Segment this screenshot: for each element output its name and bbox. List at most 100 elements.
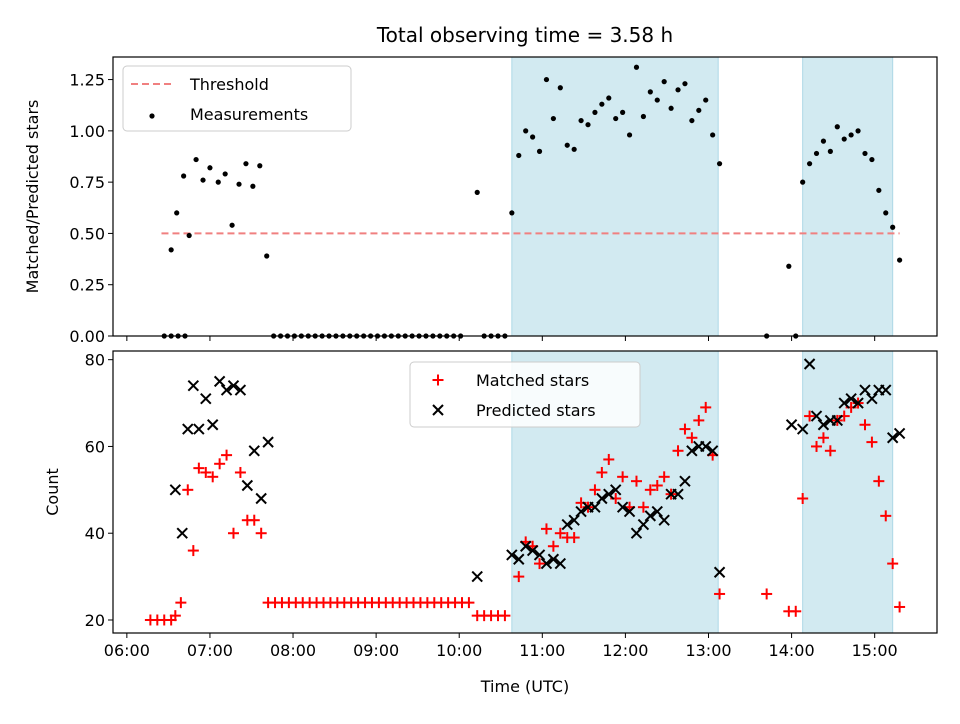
- data-point-0-56: [534, 558, 546, 570]
- data-point-0-97: [876, 187, 882, 193]
- data-point-1-49-b: [803, 358, 816, 370]
- data-point-0-64: [589, 484, 601, 496]
- legend-label-predicted: Predicted stars: [476, 401, 596, 420]
- data-point-1-3: [187, 380, 200, 392]
- data-point-0-5: [174, 210, 180, 216]
- x-tick-label-3: 09:00: [353, 641, 399, 660]
- data-point-1-35: [637, 518, 650, 531]
- data-point-1-7: [213, 375, 226, 388]
- data-point-1-22: [547, 553, 560, 565]
- data-point-1-61: [886, 432, 899, 444]
- data-point-1-19: [526, 544, 539, 557]
- data-point-0-68: [620, 109, 626, 115]
- data-point-0-63: [585, 122, 591, 128]
- y-tick-label-2: 60: [85, 437, 105, 456]
- data-point-1-13-b: [255, 492, 267, 505]
- data-point-1-55-b: [845, 393, 857, 405]
- data-point-0-8: [193, 462, 205, 474]
- data-point-1-11: [241, 479, 254, 492]
- legend-box: [409, 361, 641, 428]
- data-point-1-44: [700, 440, 712, 453]
- data-point-1-23-b: [554, 557, 567, 570]
- data-point-0-65: [599, 101, 605, 107]
- data-point-1-49: [803, 358, 816, 370]
- data-point-1-35-b: [637, 518, 650, 531]
- data-point-0-67: [613, 115, 619, 122]
- data-point-0-6: [182, 484, 194, 496]
- data-point-0-78: [686, 432, 698, 444]
- y-tick-label-4: 1.00: [69, 122, 105, 141]
- data-point-0-8: [193, 156, 199, 163]
- data-point-1-25: [568, 514, 580, 526]
- data-point-1-13: [255, 492, 267, 505]
- data-point-0-53: [513, 571, 525, 583]
- data-point-0-100: [894, 601, 906, 613]
- data-point-0-53: [516, 152, 522, 159]
- data-point-0-95: [859, 419, 871, 431]
- data-point-0-60: [564, 142, 570, 148]
- data-point-0-66: [603, 453, 615, 465]
- data-point-0-61: [571, 146, 577, 152]
- data-point-0-81: [710, 132, 716, 138]
- data-point-1-38: [658, 514, 670, 526]
- data-point-1-2-b: [182, 423, 194, 435]
- data-point-0-82: [716, 161, 723, 167]
- data-point-0-62: [578, 117, 584, 124]
- data-point-0-59: [554, 527, 566, 539]
- data-point-0-73: [654, 97, 660, 103]
- data-point-0-9: [200, 466, 212, 478]
- y-tick-label-0: 0.00: [69, 327, 105, 346]
- data-point-1-51-b: [817, 419, 830, 431]
- data-point-0-89: [820, 138, 827, 144]
- data-point-0-88: [813, 150, 820, 157]
- data-point-0-59: [557, 85, 563, 91]
- data-point-1-20: [533, 549, 546, 561]
- data-point-0-71: [637, 501, 649, 513]
- data-point-0-90: [827, 148, 833, 154]
- data-point-0-77: [682, 81, 688, 87]
- data-point-1-11-b: [241, 479, 254, 492]
- data-point-0-61: [568, 532, 580, 544]
- data-point-0-74: [658, 471, 670, 483]
- data-point-1-36-b: [644, 510, 657, 522]
- legend-label-threshold: Threshold: [189, 75, 269, 94]
- data-point-1-58-b: [866, 393, 878, 405]
- data-point-0-52: [499, 610, 511, 622]
- data-point-1-57: [859, 384, 871, 396]
- data-point-1-18: [519, 540, 532, 552]
- data-point-0-57: [543, 76, 550, 83]
- data-point-1-40: [672, 488, 684, 500]
- data-point-0-75: [668, 105, 674, 111]
- data-point-1-7-b: [213, 375, 226, 388]
- data-point-1-14-b: [262, 436, 274, 448]
- data-point-1-60-b: [880, 384, 892, 396]
- data-point-0-83: [761, 588, 773, 600]
- data-point-1-34: [630, 527, 643, 539]
- panel-ratio: 0.00 0.25 0.50 0.75 1.00 1.25 Matched/Predicte…: [23, 56, 938, 346]
- data-point-0-6: [181, 173, 187, 179]
- data-point-0-92: [841, 136, 847, 142]
- data-point-0-47: [474, 189, 480, 195]
- data-point-1-21-b: [540, 557, 553, 570]
- y-tick-label-3: 0.75: [69, 173, 105, 192]
- data-point-0-93: [848, 132, 854, 138]
- data-point-1-5: [200, 393, 212, 405]
- data-point-0-16: [250, 183, 256, 189]
- data-point-1-45: [706, 445, 719, 457]
- axes-frame: [112, 56, 938, 337]
- data-point-0-17: [255, 527, 267, 539]
- data-point-1-26: [575, 505, 587, 518]
- data-point-1-54: [838, 397, 850, 409]
- data-point-1-10: [234, 384, 247, 396]
- data-point-0-64: [592, 109, 598, 115]
- x-tick-label-0: 06:00: [104, 641, 150, 660]
- data-point-1-38-b: [658, 514, 670, 526]
- x-tick-label-1: 07:00: [187, 641, 233, 660]
- data-point-1-47-b: [785, 419, 798, 431]
- data-point-1-28-b: [589, 501, 601, 513]
- data-point-0-76: [675, 87, 681, 93]
- data-point-1-46-b: [713, 566, 726, 578]
- data-point-0-58: [547, 540, 559, 552]
- y-tick-label-0: 20: [85, 611, 105, 630]
- data-point-0-17: [257, 163, 263, 169]
